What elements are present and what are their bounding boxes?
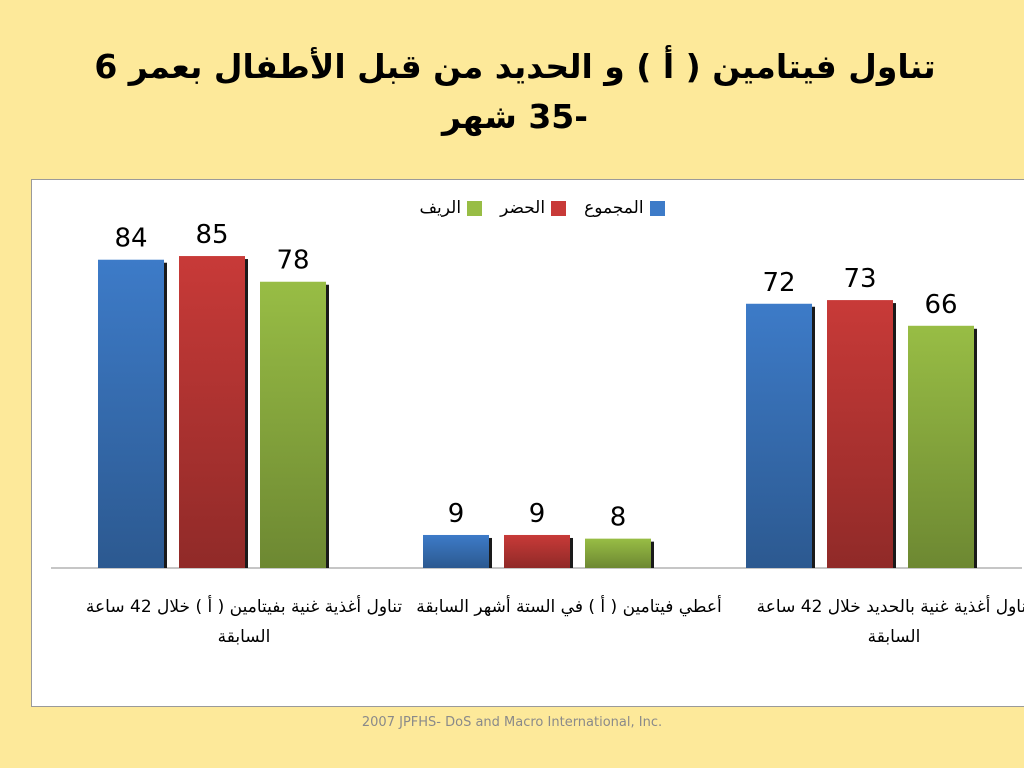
bar-chart: 84 85 78 9 9 8 72 73 66: [51, 220, 1022, 569]
legend-item-urban: الحضر: [500, 198, 567, 218]
data-label-total-2: 72: [762, 268, 795, 298]
legend-item-total: المجموع: [584, 198, 665, 218]
category-label-iron-foods: تناول أغذية غنية بالحديد خلال 42 ساعة ال…: [756, 597, 1024, 647]
bar-urban-0: [179, 256, 245, 568]
chart-legend: المجموع الحضر الريف: [382, 198, 702, 218]
bar-urban-2: [827, 300, 893, 568]
legend-label-total: المجموع: [584, 198, 644, 218]
bar-total-0: [98, 259, 164, 568]
slide-footer: 2007 JPFHS- DoS and Macro International,…: [361, 715, 663, 730]
bar-urban-1: [504, 534, 570, 568]
bar-rural-0: [260, 281, 326, 568]
category-label-vitamin-a-foods: تناول أغذية غنية بفيتامين ( أ ) خلال 42 …: [85, 597, 403, 647]
data-label-urban-2: 73: [843, 264, 876, 294]
legend-item-rural: الريف: [419, 198, 483, 218]
data-label-urban-0: 85: [195, 220, 228, 250]
legend-swatch-rural: [467, 200, 483, 216]
category-label-vitamin-a-supplement: أعطي فيتامين ( أ ) في الستة أشهر السابقة: [416, 597, 722, 617]
data-label-rural-2: 66: [924, 290, 957, 320]
legend-label-urban: الحضر: [500, 198, 546, 218]
legend-label-rural: الريف: [419, 198, 462, 218]
legend-swatch-total: [649, 200, 665, 216]
data-label-rural-1: 8: [610, 503, 627, 533]
data-label-rural-0: 78: [276, 246, 309, 276]
chart-container: 84 85 78 9 9 8 72 73 66 المجموع الحضر الريف تناو…: [31, 179, 1024, 707]
data-label-urban-1: 9: [529, 499, 546, 529]
bar-total-2: [746, 303, 812, 568]
slide-title: تناول فيتامين ( أ ) و الحديد من قبل الأط…: [94, 47, 936, 136]
bar-rural-2: [908, 325, 974, 568]
data-label-total-1: 9: [448, 499, 465, 529]
bar-rural-1: [585, 538, 651, 568]
legend-swatch-urban: [551, 200, 567, 216]
bar-total-1: [423, 534, 489, 568]
data-label-total-0: 84: [114, 224, 147, 254]
